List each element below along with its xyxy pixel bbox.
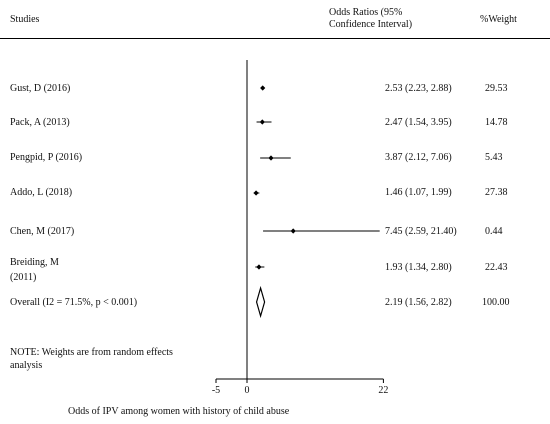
overall-label: Overall (I2 = 71.5%, p < 0.001) bbox=[10, 297, 138, 308]
point-estimate bbox=[290, 228, 296, 234]
header-ci-line2: Confidence Interval) bbox=[329, 19, 413, 30]
note-line1: NOTE: Weights are from random effects bbox=[10, 347, 173, 358]
x-axis-title: Odds of IPV among women with history of … bbox=[68, 406, 290, 417]
study-ci-text: 7.45 (2.59, 21.40) bbox=[385, 226, 457, 237]
study-ci-text: 2.47 (1.54, 3.95) bbox=[385, 117, 452, 128]
point-estimate bbox=[253, 190, 259, 196]
study-label: Chen, M (2017) bbox=[10, 226, 75, 237]
study-weight: 0.44 bbox=[485, 226, 503, 237]
point-estimate bbox=[259, 119, 265, 125]
study-ci-text: 1.93 (1.34, 2.80) bbox=[385, 262, 452, 273]
header-ci-line1: Odds Ratios (95% bbox=[329, 7, 403, 18]
study-label: Gust, D (2016) bbox=[10, 83, 71, 94]
study-ci-text: 1.46 (1.07, 1.99) bbox=[385, 187, 452, 198]
study-weight: 5.43 bbox=[485, 152, 503, 163]
point-estimate bbox=[268, 155, 274, 161]
x-tick-label: -5 bbox=[212, 385, 220, 396]
study-ci-text: 3.87 (2.12, 7.06) bbox=[385, 152, 452, 163]
x-tick-label: 0 bbox=[245, 385, 250, 396]
overall-ci-text: 2.19 (1.56, 2.82) bbox=[385, 297, 452, 308]
note-line2: analysis bbox=[10, 360, 43, 371]
header-studies: Studies bbox=[10, 14, 40, 25]
study-label-line2: (2011) bbox=[10, 272, 37, 283]
x-tick-label: 22 bbox=[378, 385, 388, 396]
point-estimate bbox=[260, 85, 266, 91]
point-estimate bbox=[256, 264, 262, 270]
study-weight: 22.43 bbox=[485, 262, 508, 273]
study-weight: 27.38 bbox=[485, 187, 508, 198]
header-rule bbox=[0, 38, 550, 39]
study-label: Addo, L (2018) bbox=[10, 187, 73, 198]
overall-diamond bbox=[255, 285, 266, 319]
study-ci-text: 2.53 (2.23, 2.88) bbox=[385, 83, 452, 94]
overall-weight: 100.00 bbox=[482, 297, 510, 308]
study-weight: 14.78 bbox=[485, 117, 508, 128]
header-weight: %Weight bbox=[480, 14, 517, 25]
study-label: Pengpid, P (2016) bbox=[10, 152, 83, 163]
study-weight: 29.53 bbox=[485, 83, 508, 94]
study-label-line1: Breiding, M bbox=[10, 257, 59, 268]
study-label: Pack, A (2013) bbox=[10, 117, 70, 128]
